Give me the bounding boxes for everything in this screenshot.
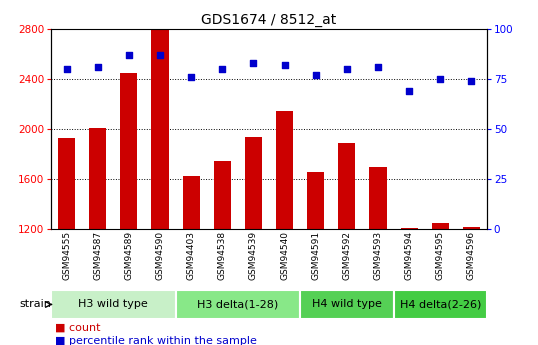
Point <box>249 61 258 66</box>
Point <box>218 67 226 72</box>
Bar <box>300 290 393 319</box>
Bar <box>175 290 300 319</box>
Point <box>280 62 289 68</box>
Text: H3 delta(1-28): H3 delta(1-28) <box>197 299 279 309</box>
Title: GDS1674 / 8512_at: GDS1674 / 8512_at <box>201 13 337 27</box>
Text: strain: strain <box>19 299 51 309</box>
Bar <box>431 223 449 229</box>
Bar <box>152 29 168 229</box>
Text: H4 delta(2-26): H4 delta(2-26) <box>400 299 481 309</box>
Point <box>467 79 476 84</box>
Bar <box>338 143 356 229</box>
Text: ■ count: ■ count <box>55 323 101 333</box>
Text: H4 wild type: H4 wild type <box>312 299 382 309</box>
Point <box>436 77 444 82</box>
Bar <box>89 128 107 229</box>
Point <box>343 67 351 72</box>
Point <box>94 65 102 70</box>
Bar <box>307 172 324 229</box>
Bar <box>245 137 262 229</box>
Bar <box>121 73 138 229</box>
Point <box>405 89 413 94</box>
Bar <box>214 161 231 229</box>
Bar <box>400 228 417 229</box>
Bar <box>58 138 75 229</box>
Point <box>187 75 195 80</box>
Point <box>125 52 133 58</box>
Point <box>312 72 320 78</box>
Bar <box>463 227 480 229</box>
Bar <box>51 290 175 319</box>
Point <box>155 52 164 58</box>
Text: ■ percentile rank within the sample: ■ percentile rank within the sample <box>55 336 257 345</box>
Bar <box>393 290 487 319</box>
Bar <box>182 176 200 229</box>
Point <box>373 65 382 70</box>
Bar <box>276 111 293 229</box>
Point <box>62 67 71 72</box>
Text: H3 wild type: H3 wild type <box>79 299 148 309</box>
Bar <box>370 167 386 229</box>
